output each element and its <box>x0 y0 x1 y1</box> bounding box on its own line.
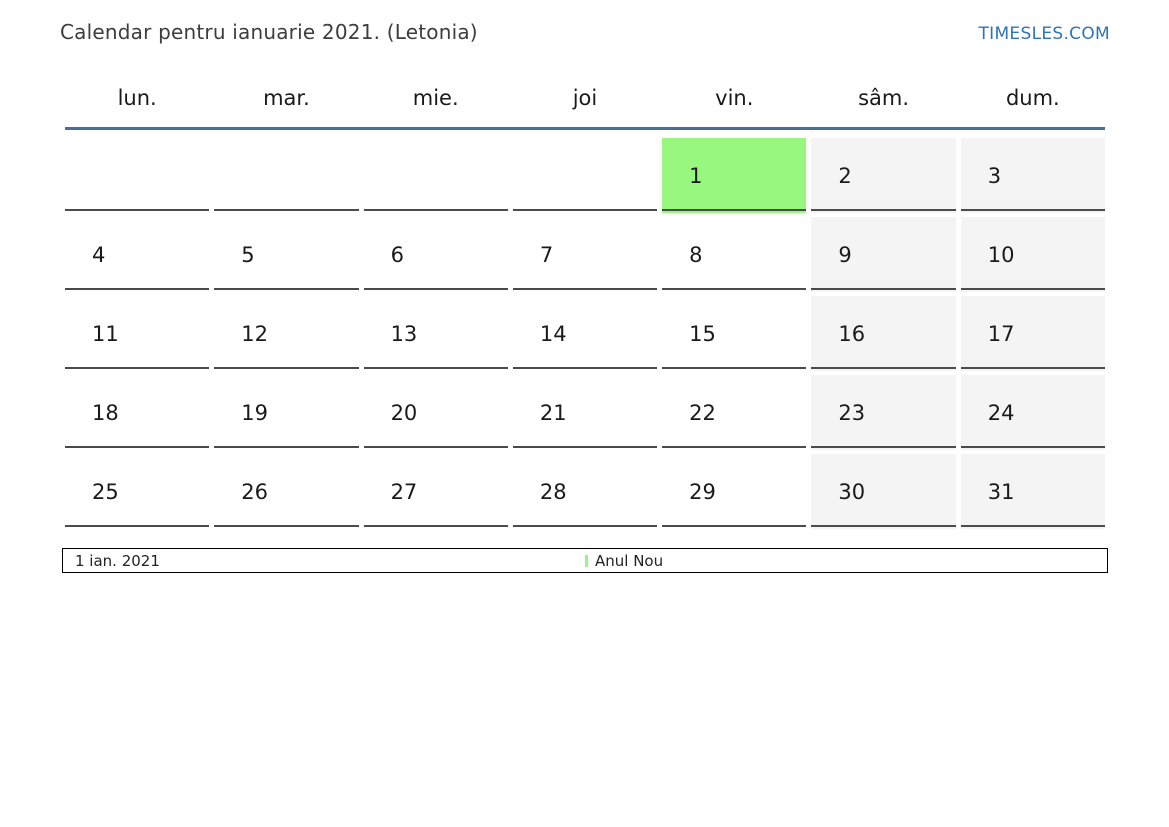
legend-event-label: Anul Nou <box>595 551 664 570</box>
day-cell-20: 20 <box>363 375 509 450</box>
day-cell-7: 7 <box>512 217 658 292</box>
weekday-header-sâm: sâm. <box>858 86 910 110</box>
day-cell-8: 8 <box>662 217 807 292</box>
day-cell-24: 24 <box>960 375 1106 450</box>
day-cell-14: 14 <box>512 296 658 371</box>
calendar-grid: 1 2 3 4 5 6 7 8 9 10 11 12 13 14 15 16 17 18 19 20 21 22 23 24 2… <box>65 138 1106 529</box>
day-cell-empty <box>214 138 359 213</box>
day-cell-2: 2 <box>811 138 956 213</box>
event-marker-icon <box>585 554 588 567</box>
day-cell-28: 28 <box>512 454 658 529</box>
day-cell-5: 5 <box>214 217 359 292</box>
weekday-header-mie: mie. <box>412 86 459 110</box>
day-cell-16: 16 <box>811 296 956 371</box>
weekday-header-vin: vin. <box>715 86 754 110</box>
calendar: lun. mar. mie. joi vin. sâm. dum. 1 2 3 4 5 6 7 8 9 10 1… <box>65 85 1106 529</box>
weekday-header-mar: mar. <box>263 86 310 110</box>
page-title: Calendar pentru ianuarie 2021. (Letonia) <box>60 20 478 44</box>
day-cell-6: 6 <box>363 217 509 292</box>
legend-bar: 1 ian. 2021 Anul Nou <box>62 548 1108 573</box>
day-cell-9: 9 <box>811 217 956 292</box>
day-cell-17: 17 <box>960 296 1106 371</box>
legend-event: Anul Nou <box>585 552 663 570</box>
topbar: Calendar pentru ianuarie 2021. (Letonia)… <box>0 0 1169 46</box>
day-cell-empty <box>65 138 210 213</box>
brand-link[interactable]: TIMESLES.COM <box>978 24 1110 44</box>
day-cell-23: 23 <box>811 375 956 450</box>
day-cell-25: 25 <box>65 454 210 529</box>
day-cell-1: 1 <box>662 138 807 213</box>
day-cell-empty <box>363 138 509 213</box>
day-cell-30: 30 <box>811 454 956 529</box>
day-cell-18: 18 <box>65 375 210 450</box>
weekday-header-row: lun. mar. mie. joi vin. sâm. dum. <box>65 85 1105 130</box>
day-cell-29: 29 <box>662 454 807 529</box>
day-cell-27: 27 <box>363 454 509 529</box>
day-cell-4: 4 <box>65 217 210 292</box>
legend-date: 1 ian. 2021 <box>75 551 160 570</box>
weekday-header-dum: dum. <box>1005 86 1060 110</box>
weekday-header-joi: joi <box>572 86 598 110</box>
day-cell-15: 15 <box>662 296 807 371</box>
day-cell-31: 31 <box>960 454 1106 529</box>
day-cell-10: 10 <box>960 217 1106 292</box>
day-cell-13: 13 <box>363 296 509 371</box>
day-cell-26: 26 <box>214 454 359 529</box>
day-cell-11: 11 <box>65 296 210 371</box>
day-cell-empty <box>512 138 658 213</box>
day-cell-22: 22 <box>662 375 807 450</box>
day-cell-12: 12 <box>214 296 359 371</box>
day-cell-3: 3 <box>960 138 1106 213</box>
weekday-header-lun: lun. <box>117 86 157 110</box>
day-cell-21: 21 <box>512 375 658 450</box>
day-cell-19: 19 <box>214 375 359 450</box>
